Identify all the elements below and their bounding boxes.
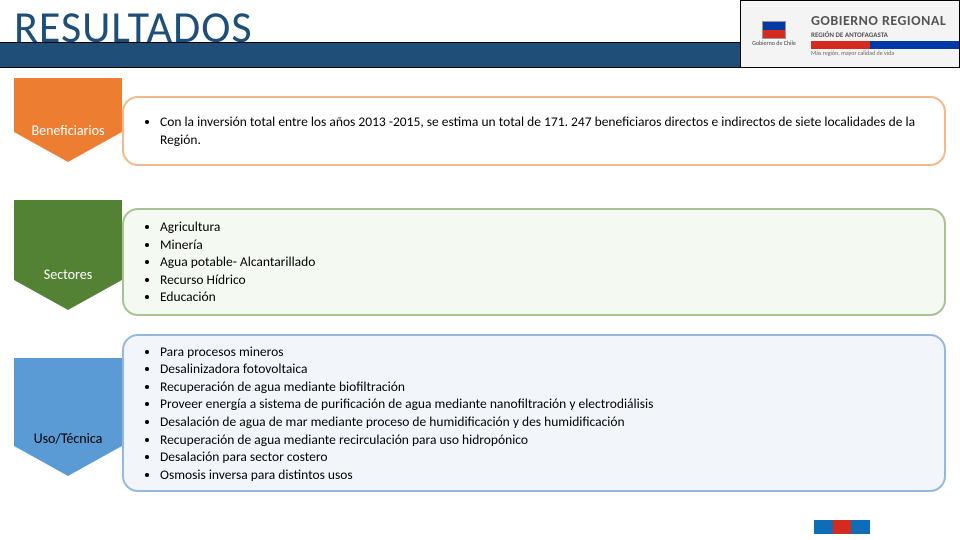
page-title: RESULTADOS xyxy=(14,0,253,54)
arrow-sectores: Sectores xyxy=(14,200,122,310)
logo-text-line2: REGIONAL xyxy=(882,12,946,29)
list-item: Agua potable- Alcantarillado xyxy=(160,253,928,271)
list-item: Recuperación de agua mediante biofiltrac… xyxy=(160,378,928,396)
list-item: Recurso Hídrico xyxy=(160,271,928,289)
row-sectores: Sectores AgriculturaMineríaAgua potable- … xyxy=(14,208,946,316)
list-item: Minería xyxy=(160,236,928,254)
list-item: Proveer energía a sistema de purificació… xyxy=(160,395,928,413)
chile-flag-icon xyxy=(762,21,786,39)
chevron-down-icon xyxy=(14,446,122,476)
list-item: Desalinizadora fotovoltaica xyxy=(160,360,928,378)
logo-color-bar xyxy=(811,41,959,49)
list-item: Desalación de agua de mar mediante proce… xyxy=(160,413,928,431)
arrow-label-beneficiarios: Beneficiarios xyxy=(14,122,122,139)
list-item: Recuperación de agua mediante recirculac… xyxy=(160,431,928,449)
bullet-list: Para procesos minerosDesalinizadora foto… xyxy=(146,343,928,483)
bullet-list: Con la inversión total entre los años 20… xyxy=(146,113,928,148)
arrow-label-sectores: Sectores xyxy=(14,266,122,283)
list-item: Para procesos mineros xyxy=(160,343,928,361)
header-logos: Gobierno de Chile GOBIERNO REGIONAL REGI… xyxy=(740,0,960,68)
chevron-down-icon xyxy=(14,280,122,310)
list-item: Con la inversión total entre los años 20… xyxy=(160,113,928,148)
list-item: Agricultura xyxy=(160,218,928,236)
logo-gobierno-chile: Gobierno de Chile xyxy=(745,9,803,59)
arrow-beneficiarios: Beneficiarios xyxy=(14,78,122,162)
list-item: Desalación para sector costero xyxy=(160,448,928,466)
footer-flag-icon xyxy=(814,520,870,534)
arrow-label-uso-tecnica: Uso/Técnica xyxy=(14,430,122,447)
list-item: Osmosis inversa para distintos usos xyxy=(160,466,928,484)
arrow-column: Uso/Técnica xyxy=(14,334,122,492)
logo-caption: Gobierno de Chile xyxy=(752,39,796,47)
arrow-column: Sectores xyxy=(14,208,122,316)
row-beneficiarios: Beneficiarios Con la inversión total entr… xyxy=(14,96,946,166)
arrow-column: Beneficiarios xyxy=(14,96,122,166)
logo-text-line3: REGIÓN DE ANTOFAGASTA xyxy=(811,30,959,39)
content-box-beneficiarios: Con la inversión total entre los años 20… xyxy=(122,96,946,166)
arrow-uso-tecnica: Uso/Técnica xyxy=(14,358,122,476)
bullet-list: AgriculturaMineríaAgua potable- Alcantar… xyxy=(146,218,928,306)
logo-tagline: Más región, mayor calidad de vida xyxy=(811,49,959,57)
content-box-sectores: AgriculturaMineríaAgua potable- Alcantar… xyxy=(122,208,946,316)
content-box-uso-tecnica: Para procesos minerosDesalinizadora foto… xyxy=(122,334,946,492)
list-item: Educación xyxy=(160,288,928,306)
logo-gobierno-regional: GOBIERNO REGIONAL REGIÓN DE ANTOFAGASTA … xyxy=(807,11,959,57)
logo-text-line1: GOBIERNO xyxy=(811,12,878,29)
row-uso-tecnica: Uso/Técnica Para procesos minerosDesalini… xyxy=(14,334,946,492)
